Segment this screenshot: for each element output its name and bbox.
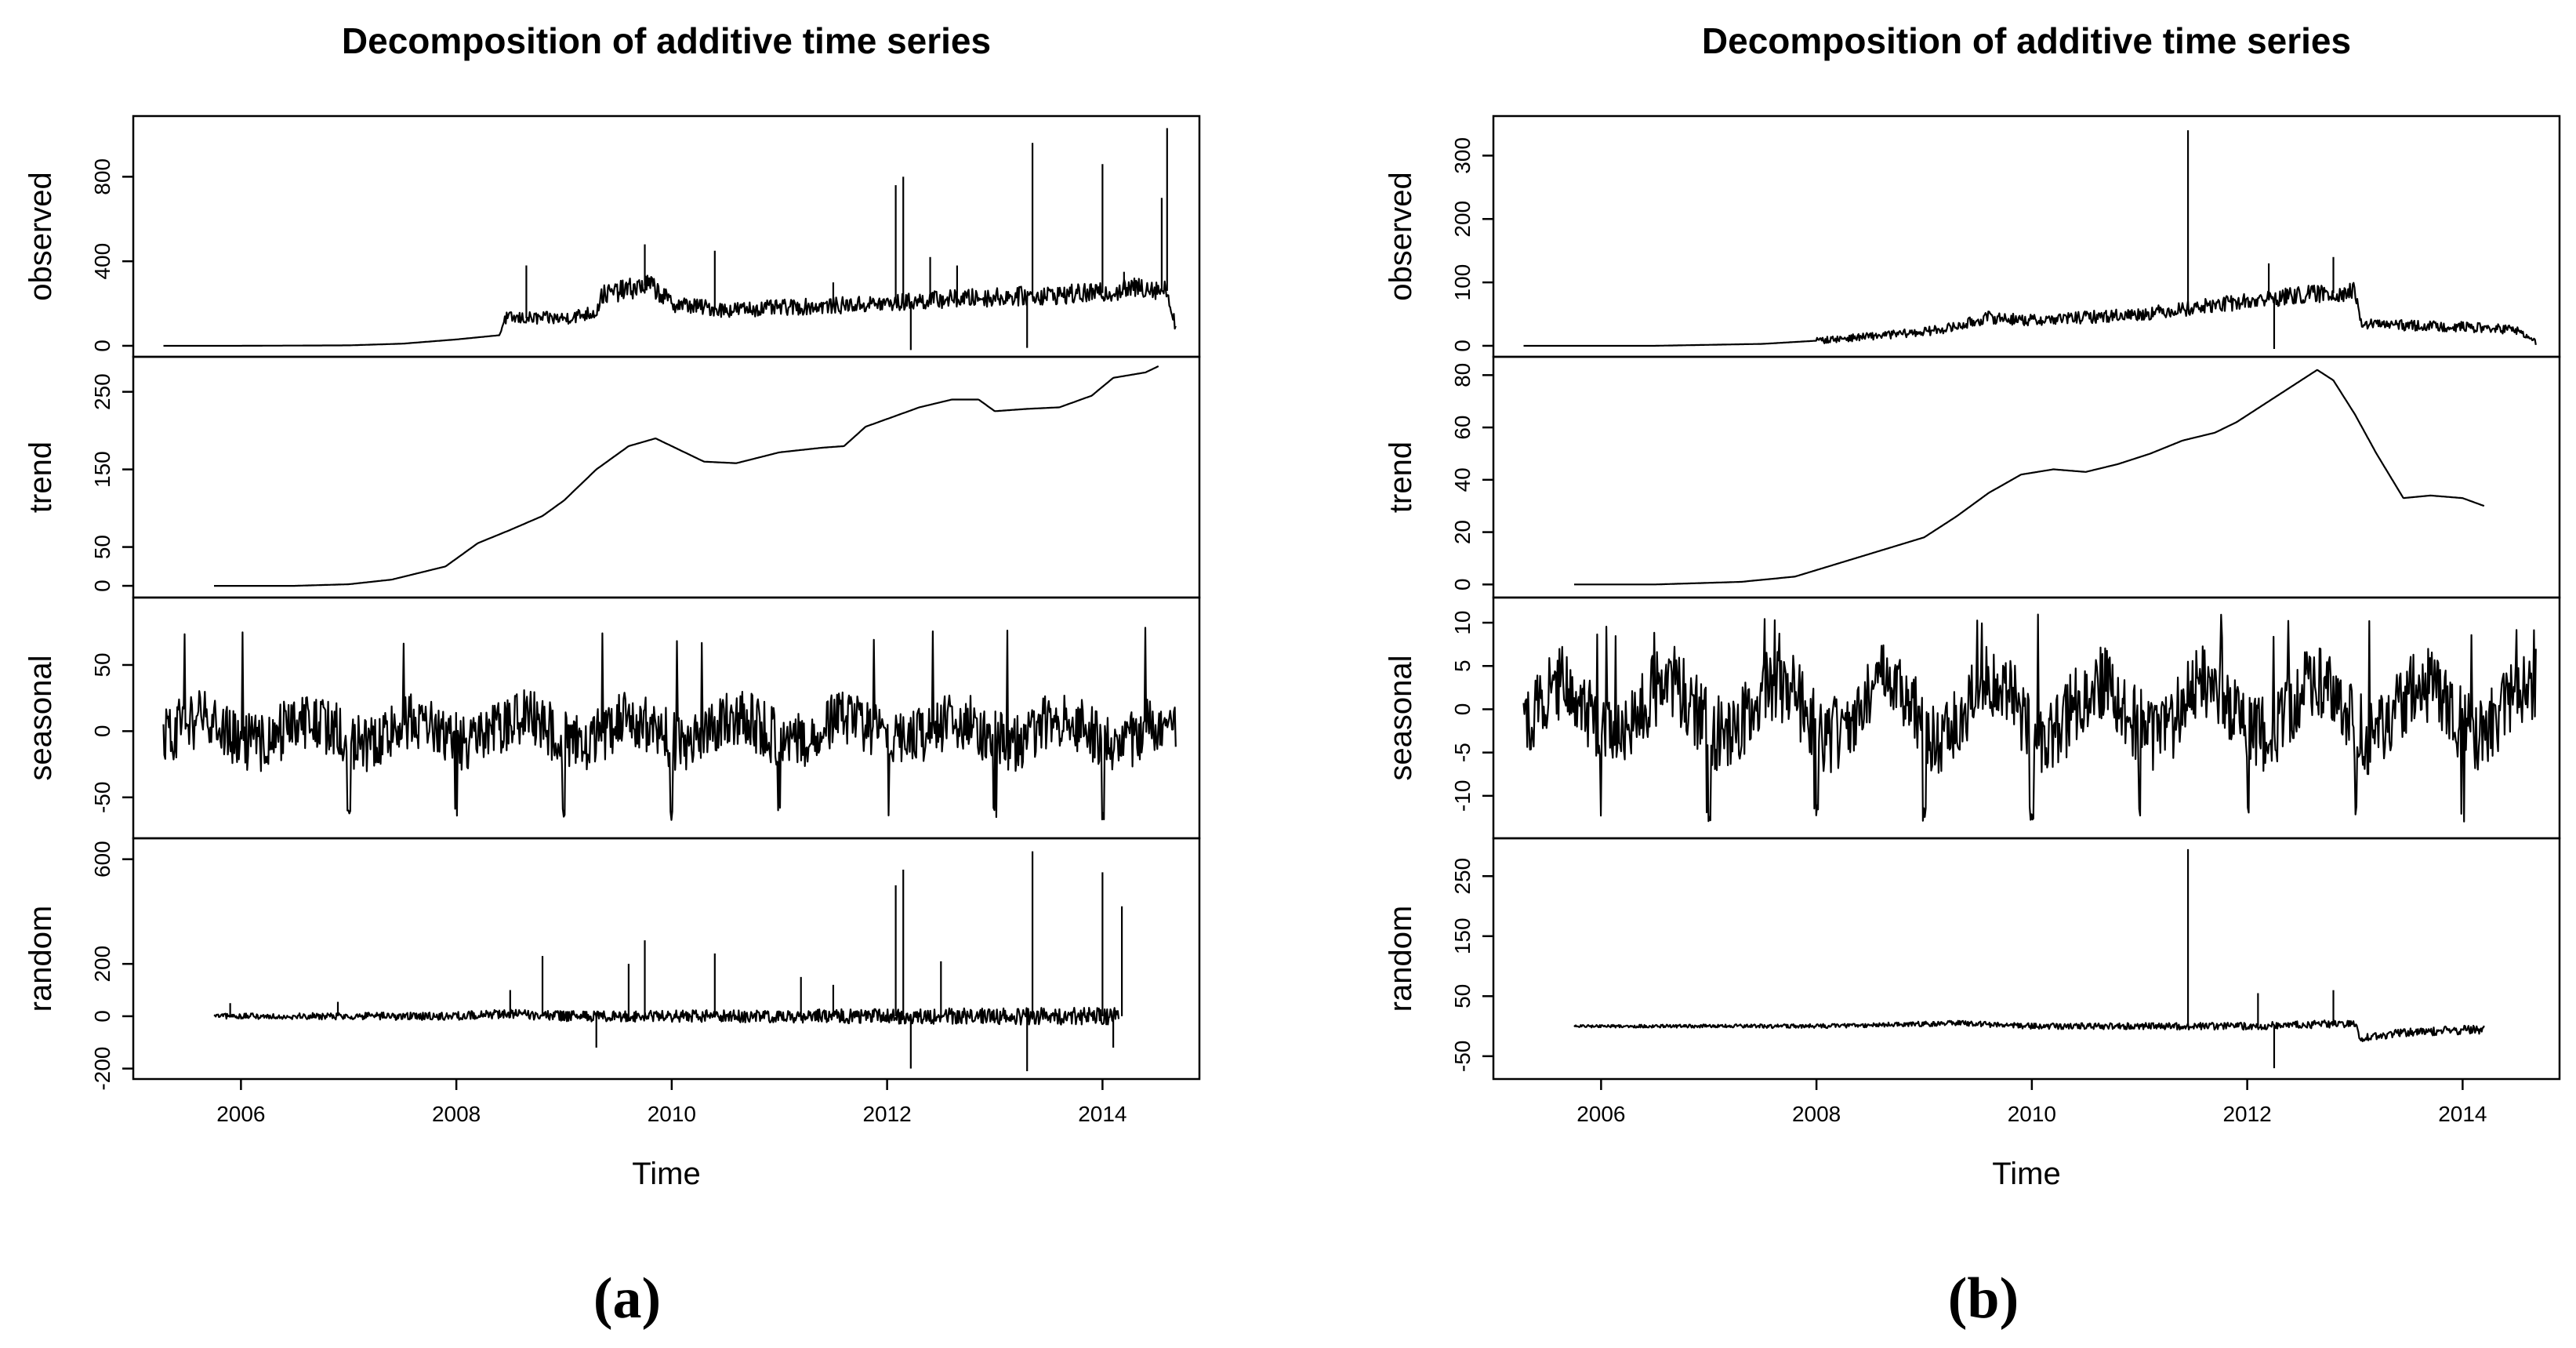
ylabel-trend: trend: [24, 441, 58, 513]
ytick-label: 5: [1450, 659, 1475, 672]
xtick-label: 2012: [862, 1102, 911, 1126]
subplot-trend: trend 0 50 150 250: [24, 355, 1201, 599]
ytick-label: 0: [1450, 703, 1475, 716]
ytick-label: 50: [1450, 984, 1475, 1008]
ytick-label: 50: [90, 535, 114, 559]
ytick-label: 0: [90, 340, 114, 352]
ylabel-observed: observed: [24, 172, 58, 301]
ytick-label: 200: [1450, 201, 1475, 238]
subplot-random: random -50 50 150 250: [1384, 837, 2561, 1081]
ytick-label: 0: [1450, 579, 1475, 591]
panel-a-xlabel: Time: [632, 1157, 700, 1191]
ylabel-trend: trend: [1384, 441, 1418, 513]
series-line-random: [213, 1007, 1120, 1026]
xtick-label: 2008: [1792, 1102, 1841, 1126]
ytick-label: 150: [90, 451, 114, 488]
xtick-label: 2008: [432, 1102, 481, 1126]
ytick-label: 800: [90, 158, 114, 195]
ytick-label: 250: [1450, 858, 1475, 895]
ylabel-observed: observed: [1384, 172, 1418, 301]
subplot-frame: [132, 355, 1201, 599]
ytick-label: 80: [1450, 363, 1475, 387]
ytick-label: 40: [1450, 467, 1475, 492]
panel-b-caption: (b): [1948, 1266, 2019, 1331]
ytick-label: 50: [90, 652, 114, 677]
ytick-label: -5: [1450, 743, 1475, 762]
xtick-label: 2010: [2008, 1102, 2056, 1126]
ytick-label: 250: [90, 373, 114, 410]
ylabel-seasonal: seasonal: [1384, 655, 1418, 780]
subplot-frame: [1492, 596, 2561, 840]
ytick-label: 20: [1450, 520, 1475, 544]
panel-b: Decomposition of additive time series Ti…: [1384, 20, 2561, 1331]
series-line-observed: [163, 274, 1177, 347]
series-line-seasonal: [1522, 613, 2537, 823]
series-line-trend: [214, 365, 1159, 587]
xtick-label: 2006: [216, 1102, 265, 1126]
subplot-trend: trend 0 20 40 60 80: [1384, 355, 2561, 599]
panel-a-caption: (a): [593, 1266, 661, 1331]
panel-b-title: Decomposition of additive time series: [1702, 20, 2351, 61]
xtick-label: 2014: [2438, 1102, 2487, 1126]
ytick-label: 400: [90, 243, 114, 280]
ytick-label: 60: [1450, 416, 1475, 440]
series-line-seasonal: [162, 627, 1177, 821]
series-line-trend: [1574, 369, 2485, 586]
panel-b-xlabel: Time: [1992, 1157, 2060, 1191]
subplot-frame: [132, 114, 1201, 358]
xtick-label: 2010: [648, 1102, 696, 1126]
subplot-random: random -200 0 200 600: [24, 837, 1201, 1091]
ytick-label: -50: [90, 782, 114, 813]
ytick-label: -50: [1450, 1041, 1475, 1072]
xtick-label: 2006: [1576, 1102, 1625, 1126]
subplot-observed: observed 0 400 800: [24, 114, 1201, 358]
subplot-seasonal: seasonal -50 0 50: [24, 596, 1201, 840]
ytick-label: 150: [1450, 917, 1475, 954]
subplot-observed: observed 0 100 200 300: [1384, 114, 2561, 358]
subplot-frame: [1492, 837, 2561, 1081]
ytick-label: 600: [90, 841, 114, 877]
panel-a: Decomposition of additive time series Ti…: [24, 20, 1201, 1331]
ylabel-random: random: [24, 906, 58, 1012]
ylabel-seasonal: seasonal: [24, 655, 58, 780]
ytick-label: -10: [1450, 780, 1475, 812]
ytick-label: 0: [1450, 340, 1475, 352]
series-line-observed: [1523, 282, 2537, 347]
ytick-label: 200: [90, 946, 114, 983]
ytick-label: 0: [90, 725, 114, 738]
ytick-label: 10: [1450, 610, 1475, 634]
ytick-label: 0: [90, 1010, 114, 1023]
ytick-label: 100: [1450, 264, 1475, 301]
series-line-random: [1573, 1019, 2485, 1042]
ytick-label: -200: [90, 1047, 114, 1091]
xtick-label: 2014: [1078, 1102, 1127, 1126]
ylabel-random: random: [1384, 906, 1418, 1012]
subplot-frame: [1492, 355, 2561, 599]
ytick-label: 0: [90, 580, 114, 592]
subplot-seasonal: seasonal -10 -5 0 5 10: [1384, 596, 2561, 840]
subplot-frame: [132, 837, 1201, 1081]
panel-a-title: Decomposition of additive time series: [342, 20, 991, 61]
xtick-label: 2012: [2222, 1102, 2271, 1126]
ytick-label: 300: [1450, 137, 1475, 174]
